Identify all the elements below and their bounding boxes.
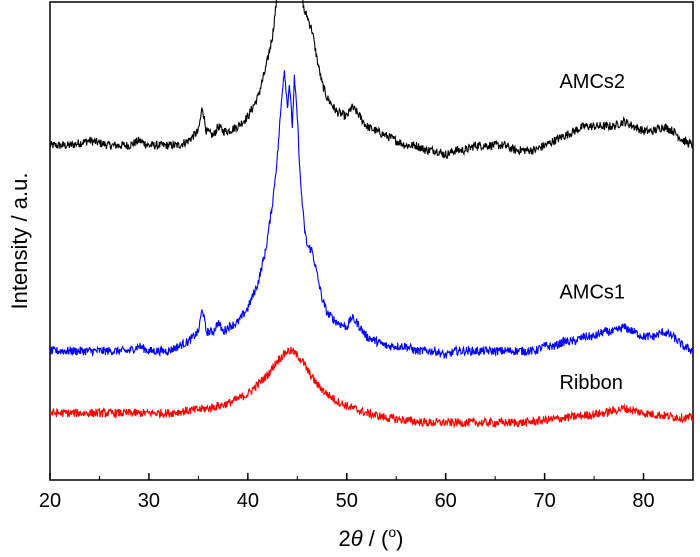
y-axis-label: Intensity / a.u. — [7, 173, 32, 310]
x-axis-label-suffix: ) — [396, 526, 403, 551]
x-axis-label-sep: / ( — [363, 526, 389, 551]
x-axis-label-prefix: 2 — [339, 526, 351, 551]
x-axis-label: 2θ / (o) — [339, 524, 404, 551]
series-label-amcs2: AMCs2 — [559, 71, 625, 93]
x-axis-label-symbol: θ — [351, 526, 363, 551]
x-tick-label: 50 — [336, 490, 358, 512]
series-label-ribbon: Ribbon — [559, 372, 622, 394]
series-label-amcs1: AMCs1 — [559, 281, 625, 303]
annotation-group: AMCs2 AMCs1 Ribbon — [559, 71, 625, 394]
x-tick-label: 60 — [435, 490, 457, 512]
x-tick-group: 20 30 40 50 60 70 80 — [39, 473, 655, 512]
series-line-amcs1 — [49, 70, 694, 359]
series-line-amcs2 — [49, 0, 694, 160]
plot-area: AMCs2 AMCs1 Ribbon 20 30 40 50 60 70 80 — [39, 0, 694, 512]
x-tick-label: 30 — [138, 490, 160, 512]
x-tick-label: 40 — [237, 490, 259, 512]
x-axis-label-unit: o — [388, 524, 396, 540]
series-line-ribbon — [49, 346, 694, 429]
x-tick-label: 20 — [39, 490, 61, 512]
x-tick-label: 70 — [533, 490, 555, 512]
plot-frame — [49, 1, 694, 481]
x-tick-label: 80 — [632, 490, 654, 512]
series-group — [49, 0, 694, 429]
